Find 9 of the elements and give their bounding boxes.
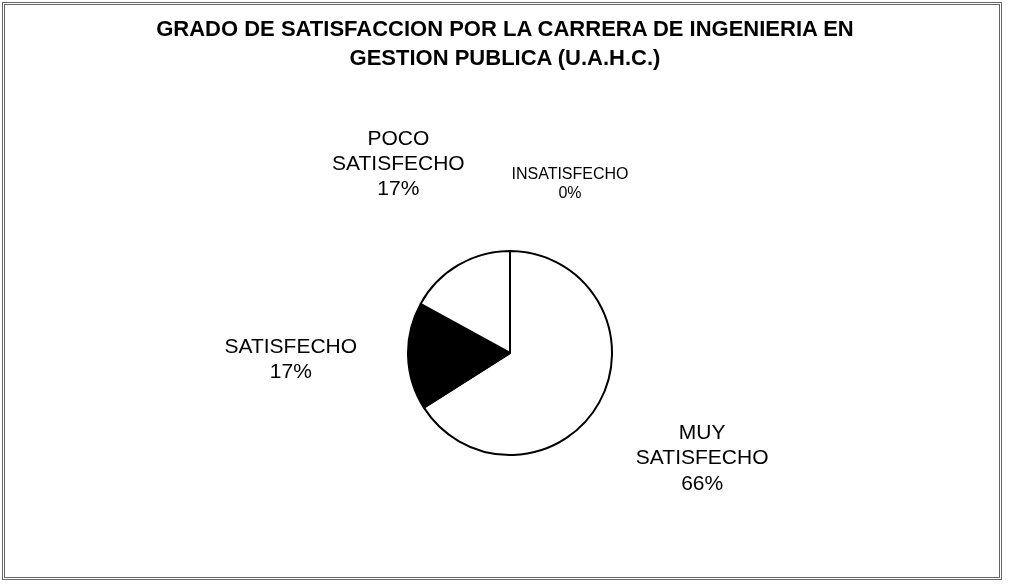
- data-label: 17%: [269, 359, 312, 383]
- slice-label: SATISFECHO: [224, 334, 358, 358]
- data-label: 66%: [681, 470, 724, 494]
- slice-label: POCO SATISFECHO: [332, 125, 465, 175]
- data-label: 17%: [377, 176, 420, 200]
- chart-title: GRADO DE SATISFACCION POR LA CARRERA DE INGENIERIA EN GESTION PUBLICA (U.A.H.C.): [155, 15, 855, 72]
- text: 0%: [558, 184, 582, 202]
- slice-label: MUY SATISFECHO: [635, 420, 769, 469]
- category-label: INSATISFECHO: [511, 165, 629, 183]
